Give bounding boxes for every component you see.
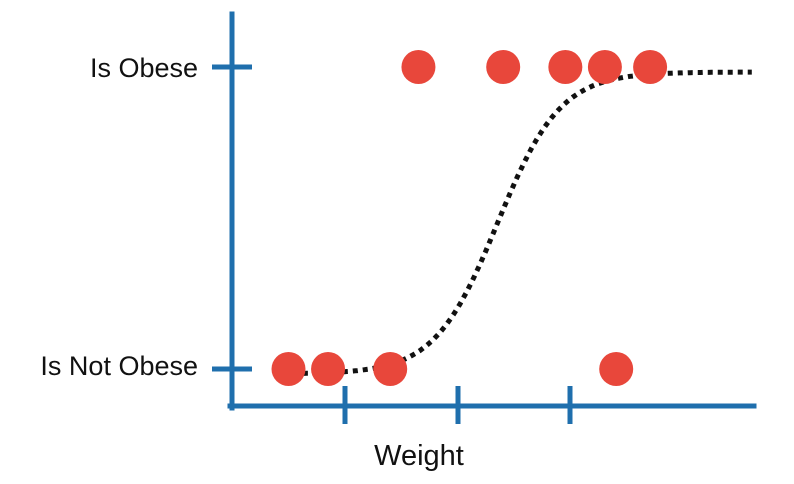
y-category-label-is-not-obese: Is Not Obese [40,351,198,381]
data-point [587,50,622,84]
logistic-curve [282,69,752,377]
data-point [548,50,583,84]
axes [212,11,757,424]
data-point [486,50,521,84]
data-point [271,352,306,386]
x-axis-label: Weight [374,440,464,472]
data-point [401,50,436,84]
y-category-label-is-obese: Is Obese [90,53,198,83]
data-point [373,352,408,386]
data-point [311,352,346,386]
data-points [271,50,668,386]
data-point [633,50,668,84]
data-point [599,352,634,386]
